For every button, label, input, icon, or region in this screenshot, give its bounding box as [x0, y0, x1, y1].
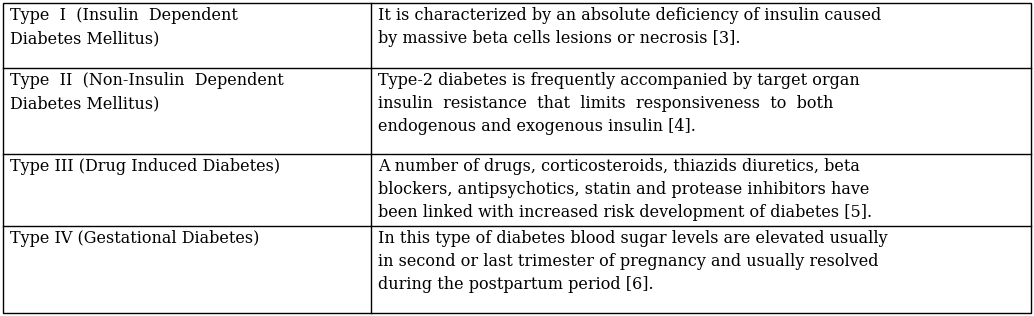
Text: A number of drugs, corticosteroids, thiazids diuretics, beta
blockers, antipsych: A number of drugs, corticosteroids, thia… [378, 159, 873, 221]
Text: Type III (Drug Induced Diabetes): Type III (Drug Induced Diabetes) [10, 159, 280, 175]
Text: In this type of diabetes blood sugar levels are elevated usually
in second or la: In this type of diabetes blood sugar lev… [378, 230, 888, 293]
Text: It is characterized by an absolute deficiency of insulin caused
by massive beta : It is characterized by an absolute defic… [378, 7, 882, 47]
Text: Type IV (Gestational Diabetes): Type IV (Gestational Diabetes) [10, 230, 260, 247]
Text: Type-2 diabetes is frequently accompanied by target organ
insulin  resistance  t: Type-2 diabetes is frequently accompanie… [378, 72, 860, 135]
Text: Type  II  (Non-Insulin  Dependent
Diabetes Mellitus): Type II (Non-Insulin Dependent Diabetes … [10, 72, 284, 112]
Text: Type  I  (Insulin  Dependent
Diabetes Mellitus): Type I (Insulin Dependent Diabetes Melli… [10, 7, 238, 47]
